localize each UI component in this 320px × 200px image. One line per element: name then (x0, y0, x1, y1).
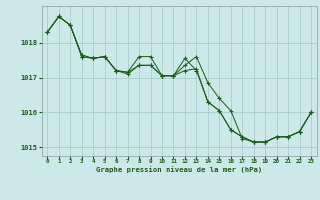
X-axis label: Graphe pression niveau de la mer (hPa): Graphe pression niveau de la mer (hPa) (96, 166, 262, 173)
